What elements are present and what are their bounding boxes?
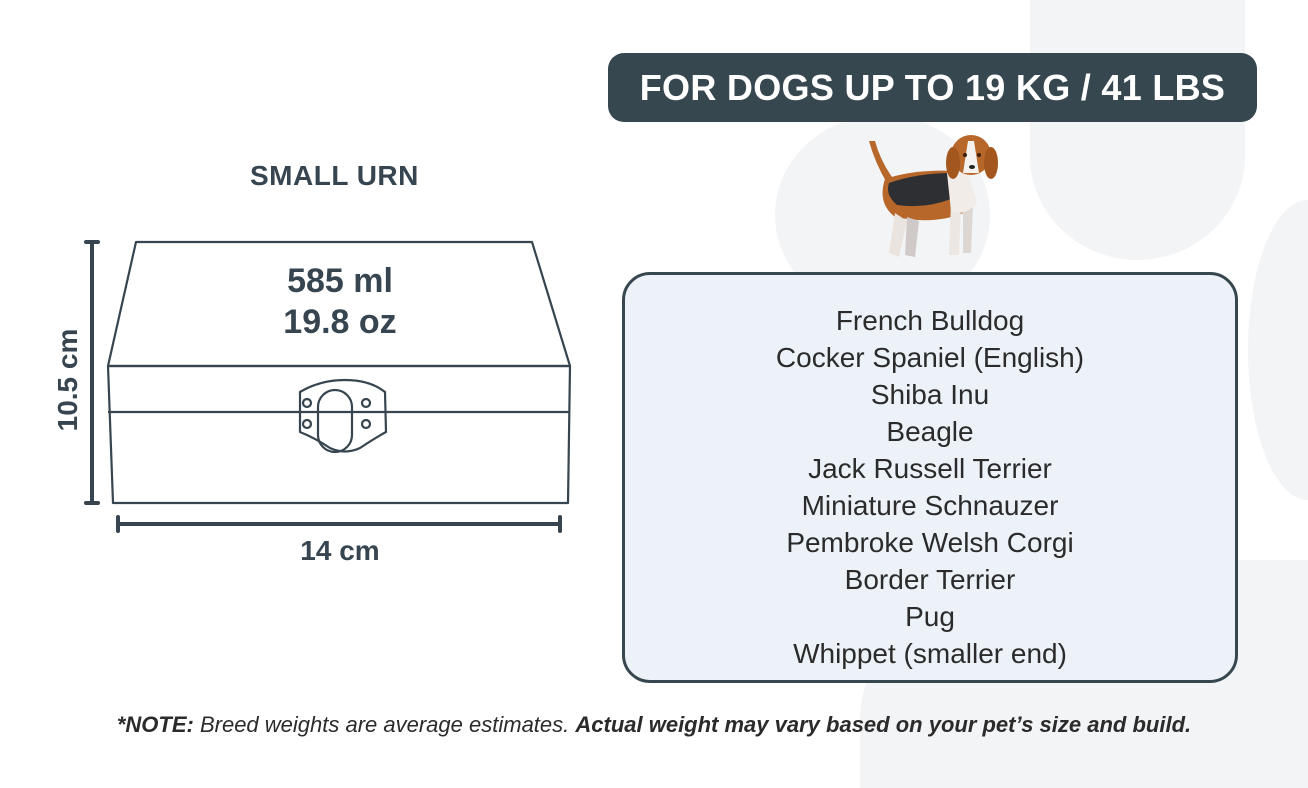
paw-toe-3 bbox=[1248, 200, 1308, 500]
paw-toe-2 bbox=[1030, 0, 1245, 260]
breed-item: Cocker Spaniel (English) bbox=[775, 342, 1085, 373]
breed-item: Miniature Schnauzer bbox=[801, 490, 1059, 521]
footnote: *NOTE: Breed weights are average estimat… bbox=[0, 712, 1308, 738]
urn-body bbox=[106, 364, 572, 505]
note-text: Breed weights are average estimates. bbox=[193, 712, 576, 737]
urn-height-text: 10.5 cm bbox=[52, 328, 83, 432]
breed-item: French Bulldog bbox=[835, 305, 1025, 336]
breed-list: French Bulldog Cocker Spaniel (English) … bbox=[622, 272, 1238, 683]
breed-item: Border Terrier bbox=[844, 564, 1016, 595]
beagle-icon bbox=[869, 135, 998, 257]
weight-banner-text: FOR DOGS UP TO 19 KG / 41 LBS bbox=[639, 66, 1226, 108]
breed-item: Whippet (smaller end) bbox=[793, 638, 1067, 669]
note-emphasis: Actual weight may vary based on your pet… bbox=[575, 712, 1192, 737]
urn-diagram bbox=[84, 240, 572, 533]
weight-banner: FOR DOGS UP TO 19 KG / 41 LBS bbox=[608, 53, 1257, 122]
breed-item: Pembroke Welsh Corgi bbox=[786, 527, 1074, 558]
breed-item: Shiba Inu bbox=[870, 379, 990, 410]
breed-item: Pug bbox=[905, 601, 955, 632]
urn-width-label: 14 cm bbox=[300, 535, 380, 566]
breed-item: Jack Russell Terrier bbox=[808, 453, 1052, 484]
urn-volume-ml: 585 ml bbox=[287, 262, 393, 300]
urn-volume-oz: 19.8 oz bbox=[283, 303, 397, 341]
breed-item: Beagle bbox=[886, 416, 974, 447]
note-prefix: *NOTE: bbox=[116, 712, 194, 737]
clasp-icon bbox=[298, 378, 388, 453]
urn-title: SMALL URN bbox=[250, 160, 419, 191]
urn-height-label: 10.5 cm bbox=[38, 328, 98, 432]
